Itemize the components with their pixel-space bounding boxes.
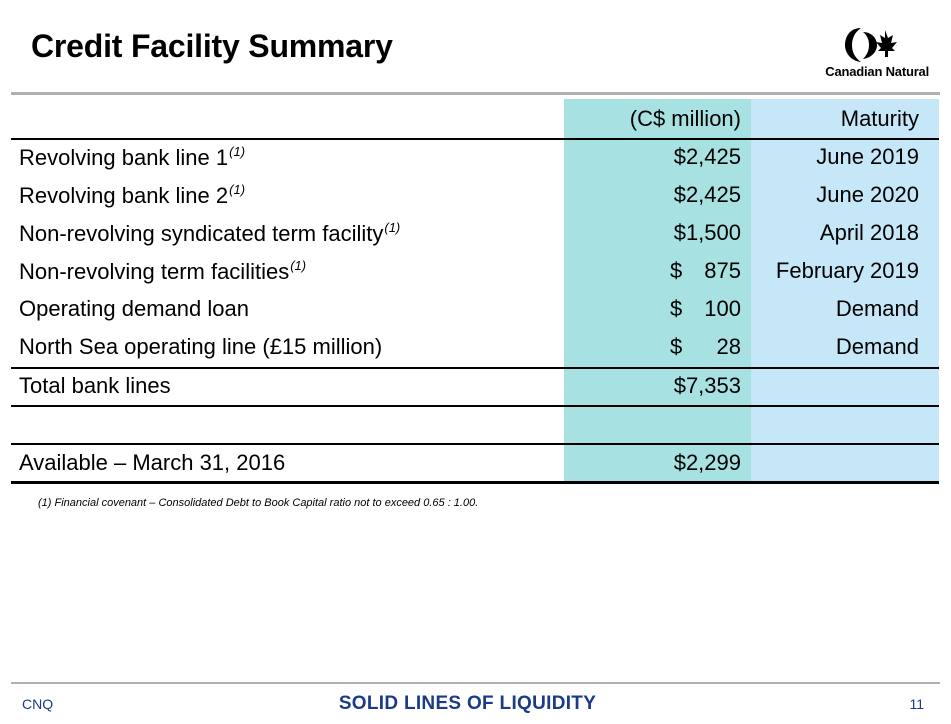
footnote-marker: (1): [229, 144, 246, 159]
table-header-row: (C$ million) Maturity: [0, 99, 951, 137]
page-number: 11: [909, 696, 924, 712]
row-maturity: February 2019: [775, 258, 919, 283]
row-amount: $2,425: [673, 182, 741, 207]
footer-divider: [11, 682, 940, 684]
available-row: Available – March 31, 2016 $2,299: [0, 443, 951, 481]
row-maturity: June 2020: [816, 182, 919, 207]
available-amount: $2,299: [673, 450, 741, 475]
title-divider: [11, 92, 940, 95]
header-divider: [11, 138, 939, 140]
available-top-divider: [11, 443, 939, 445]
amount-column-background: [564, 99, 751, 482]
table-row: North Sea operating line (£15 million) $…: [0, 327, 951, 365]
row-maturity: June 2019: [816, 144, 919, 169]
total-top-divider: [11, 367, 939, 369]
company-logo: Canadian Natural: [809, 26, 929, 82]
footnote-marker: (1): [229, 182, 246, 197]
table-row: Non-revolving syndicated term facility(1…: [0, 213, 951, 251]
row-amount-value: 100: [704, 296, 741, 321]
row-amount-currency: $: [670, 296, 683, 321]
row-description: Non-revolving syndicated term facility(1…: [19, 220, 401, 246]
row-amount-currency: $: [670, 334, 683, 359]
total-amount: $7,353: [673, 373, 741, 398]
row-maturity: Demand: [835, 334, 919, 359]
column-header-maturity: Maturity: [840, 106, 919, 131]
row-description: Non-revolving term facilities(1): [19, 258, 307, 284]
row-amount-value: 875: [704, 258, 741, 283]
available-description: Available – March 31, 2016: [19, 450, 286, 475]
total-bottom-divider: [11, 405, 939, 407]
table-bottom-divider: [11, 481, 939, 484]
table-row: Non-revolving term facilities(1) $ 875 F…: [0, 251, 951, 289]
page-title: Credit Facility Summary: [31, 28, 393, 64]
footer-tagline: SOLID LINES OF LIQUIDITY: [338, 693, 597, 714]
row-description: North Sea operating line (£15 million): [19, 334, 383, 359]
canadian-natural-logo-icon: [845, 28, 897, 62]
row-amount-value: 28: [716, 334, 741, 359]
footnote: (1) Financial covenant – Consolidated De…: [38, 497, 479, 509]
row-description: Revolving bank line 1(1): [19, 144, 246, 170]
table-row: Operating demand loan $ 100 Demand: [0, 289, 951, 327]
row-description: Revolving bank line 2(1): [19, 182, 246, 208]
row-description: Operating demand loan: [19, 296, 249, 321]
column-header-amount: (C$ million): [629, 106, 741, 131]
table-row: Revolving bank line 1(1) $2,425 June 201…: [0, 137, 951, 175]
footnote-marker: (1): [384, 220, 401, 235]
total-row: Total bank lines $7,353: [0, 366, 951, 404]
footer-ticker: CNQ: [22, 696, 54, 712]
row-amount-currency: $: [670, 258, 683, 283]
footnote-marker: (1): [290, 258, 307, 273]
logo-text: Canadian Natural: [825, 64, 929, 79]
row-amount: $2,425: [673, 144, 741, 169]
row-amount: $1,500: [673, 220, 741, 245]
row-maturity: Demand: [835, 296, 919, 321]
table-row: Revolving bank line 2(1) $2,425 June 202…: [0, 175, 951, 213]
total-description: Total bank lines: [19, 373, 171, 398]
maturity-column-background: [751, 99, 939, 482]
row-maturity: April 2018: [819, 220, 919, 245]
